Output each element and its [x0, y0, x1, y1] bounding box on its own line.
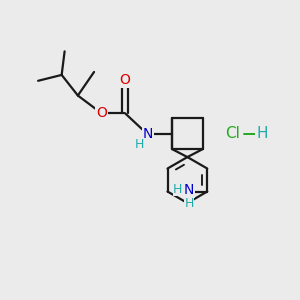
Text: H: H [135, 139, 144, 152]
Text: H: H [256, 126, 268, 141]
Text: N: N [184, 183, 194, 197]
Text: O: O [96, 106, 107, 120]
Text: H: H [173, 183, 182, 196]
Text: O: O [119, 73, 130, 87]
Text: N: N [142, 127, 153, 141]
Text: Cl: Cl [225, 126, 240, 141]
Text: H: H [184, 197, 194, 210]
